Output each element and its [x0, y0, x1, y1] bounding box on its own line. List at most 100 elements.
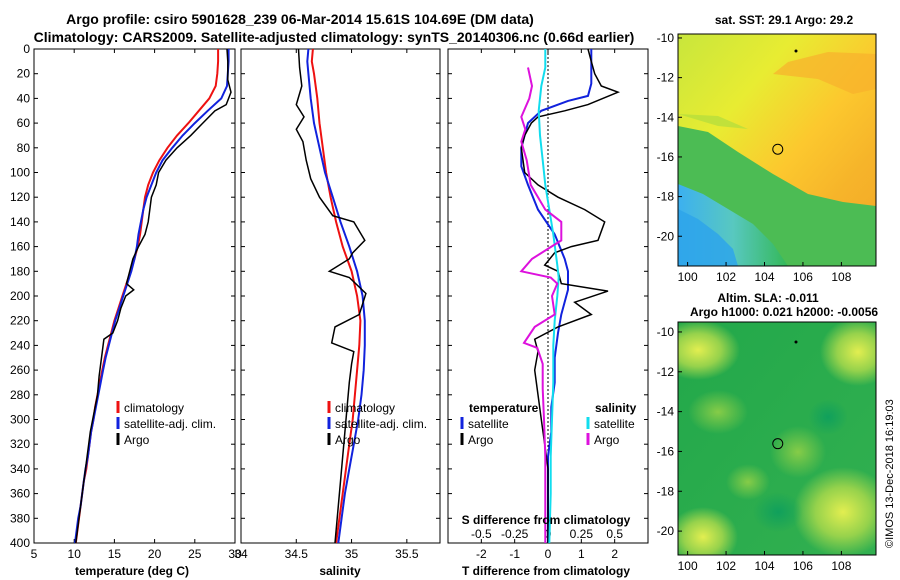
sst-map-frame: [677, 33, 877, 267]
s-tick-label: 0.5: [606, 527, 623, 541]
salinity-panel: 34 34.5 35 35.5 salinity climatology satell…: [234, 48, 441, 578]
depth-tick-label: 160: [10, 240, 30, 254]
map-y-tick-label: -10: [657, 325, 675, 339]
sla-map-title-line2: Argo h1000: 0.021 h2000: -0.0056: [690, 305, 878, 319]
depth-tick-label: 100: [10, 166, 30, 180]
figure-title-line1: Argo profile: csiro 5901628_239 06-Mar-2…: [66, 11, 534, 27]
temperature-profile-lines: [74, 48, 232, 544]
t-difference-axis-ticks: -2 -1 0 1 2: [476, 49, 618, 561]
map-x-tick-label: 104: [754, 559, 774, 573]
depth-tick-label: 360: [10, 487, 30, 501]
map-x-tick-label: 106: [793, 270, 813, 284]
s-tick-label: -0.5: [471, 527, 492, 541]
series-satellite-adj-clim: [74, 49, 230, 544]
depth-tick-label: 180: [10, 264, 30, 278]
series-climatology: [310, 48, 362, 544]
depth-tick-label: 80: [17, 141, 31, 155]
sla-map-panel: Altim. SLA: -0.011 Argo h1000: 0.021 h20…: [657, 291, 879, 573]
depth-tick-label: 220: [10, 314, 30, 328]
legend-label-climatology: climatology: [335, 401, 395, 415]
sst-map-panel: sat. SST: 29.1 Argo: 29.2 100 102 104 106 10…: [657, 13, 877, 284]
t-difference-axis-label: T difference from climatology: [462, 564, 630, 578]
sla-map-longitude-ticks: 100 102 104 106 108: [678, 551, 852, 573]
depth-tick-label: 280: [10, 388, 30, 402]
map-y-tick-label: -20: [657, 229, 675, 243]
legend-label-t-argo: Argo: [468, 433, 494, 447]
difference-profile-lines: [519, 48, 621, 544]
sla-profile-location-marker: [772, 438, 784, 450]
sla-map-frame: [677, 321, 877, 556]
depth-tick-label: 200: [10, 289, 30, 303]
difference-panel: -2 -1 0 1 2 -0.5 -0.25 0 0.25 0.5 S difference f…: [447, 48, 649, 578]
sst-map-dot: [794, 49, 798, 53]
legend-label-s-satellite: satellite: [594, 417, 635, 431]
salinity-axis-ticks: 34 34.5 35 35.5: [234, 49, 419, 561]
series-satellite-adj-clim: [306, 48, 366, 544]
s-tick-label: 0.25: [570, 527, 594, 541]
salinity-axis-label: salinity: [319, 564, 361, 578]
depth-tick-label: 40: [17, 91, 31, 105]
salinity-plot-frame: [240, 48, 441, 544]
sst-profile-location-marker: [772, 143, 784, 155]
map-x-tick-label: 106: [793, 559, 813, 573]
series-t-argo: [520, 48, 621, 543]
copyright-timestamp: ©IMOS 13-Dec-2018 16:19:03: [884, 399, 896, 548]
map-y-tick-label: -12: [657, 365, 675, 379]
sst-map-latitude-ticks: -10 -12 -14 -16 -18 -20: [657, 31, 682, 243]
depth-axis-ticks: 0 20 40 60 80 100 120 140 160 180 200 220 240 260 280 3…: [10, 42, 235, 550]
x-tick-label: 35: [345, 547, 359, 561]
series-s-argo: [519, 67, 563, 543]
s-tick-label: -0.25: [501, 527, 529, 541]
sla-map-title-line1: Altim. SLA: -0.011: [717, 291, 819, 305]
legend-label-t-satellite: satellite: [468, 417, 509, 431]
temperature-axis-ticks: 5 10 15 20 25 30: [31, 49, 242, 561]
sla-map-latitude-ticks: -10 -12 -14 -16 -18 -20: [657, 325, 682, 538]
depth-tick-label: 240: [10, 338, 30, 352]
x-tick-label: 2: [611, 547, 618, 561]
legend-label-climatology: climatology: [124, 401, 184, 415]
temperature-panel: 0 20 40 60 80 100 120 140 160 180 200 220 240 260 280 3…: [10, 42, 242, 578]
depth-tick-label: 0: [23, 42, 30, 56]
depth-tick-label: 60: [17, 116, 31, 130]
legend-label-s-argo: Argo: [594, 433, 620, 447]
depth-tick-label: 300: [10, 413, 30, 427]
x-tick-label: 0: [545, 547, 552, 561]
legend-header-temperature: temperature: [469, 401, 539, 415]
temperature-legend: climatology satellite-adj. clim. Argo: [116, 401, 216, 447]
map-y-tick-label: -18: [657, 190, 675, 204]
sla-map-image: [678, 322, 876, 555]
depth-tick-label: 400: [10, 536, 30, 550]
legend-label-satellite-adj: satellite-adj. clim.: [335, 417, 427, 431]
depth-tick-label: 260: [10, 363, 30, 377]
map-x-tick-label: 104: [754, 270, 774, 284]
temperature-plot-frame: [33, 48, 236, 544]
x-tick-label: 25: [188, 547, 202, 561]
map-y-tick-label: -16: [657, 444, 675, 458]
map-y-tick-label: -10: [657, 31, 675, 45]
depth-tick-label: 380: [10, 511, 30, 525]
map-y-tick-label: -20: [657, 524, 675, 538]
depth-tick-label: 140: [10, 215, 30, 229]
sst-map-longitude-ticks: 100 102 104 106 108: [678, 262, 852, 284]
sst-map-image: [678, 34, 876, 266]
series-argo: [75, 48, 232, 544]
legend-label-argo: Argo: [335, 433, 361, 447]
x-tick-label: 15: [108, 547, 122, 561]
x-tick-label: -2: [476, 547, 487, 561]
map-x-tick-label: 108: [831, 559, 851, 573]
map-y-tick-label: -14: [657, 405, 675, 419]
x-tick-label: 10: [68, 547, 82, 561]
x-tick-label: 35.5: [395, 547, 419, 561]
x-tick-label: 34.5: [285, 547, 309, 561]
salinity-depth-ticks: [241, 48, 440, 544]
difference-legend: temperature salinity satellite Argo sate…: [460, 401, 637, 447]
depth-tick-label: 20: [17, 67, 31, 81]
depth-tick-label: 120: [10, 190, 30, 204]
map-y-tick-label: -12: [657, 71, 675, 85]
sst-map-title: sat. SST: 29.1 Argo: 29.2: [715, 13, 854, 27]
map-y-tick-label: -14: [657, 110, 675, 124]
x-tick-label: 5: [31, 547, 38, 561]
figure-title-line2: Climatology: CARS2009. Satellite-adjuste…: [34, 29, 635, 45]
series-climatology: [74, 49, 220, 544]
